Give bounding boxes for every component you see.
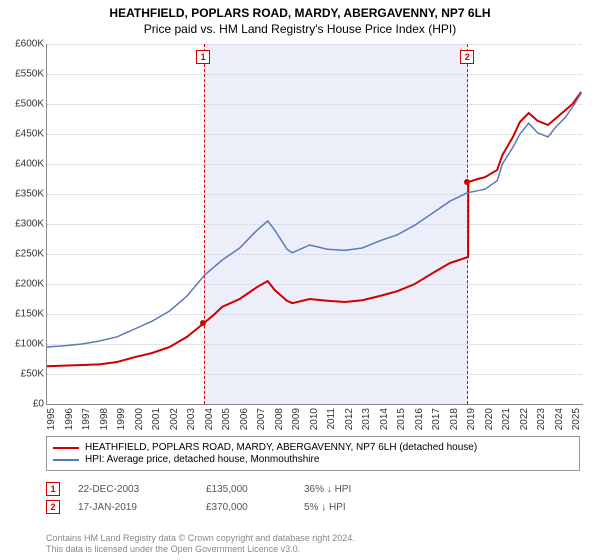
transactions-table: 1 22-DEC-2003 £135,000 36% ↓ HPI 2 17-JAN-201… — [46, 478, 351, 518]
legend-item: HEATHFIELD, POPLARS ROAD, MARDY, ABERGAV… — [53, 442, 573, 453]
plot-area — [46, 44, 583, 405]
legend-label: HPI: Average price, detached house, Monm… — [85, 454, 319, 465]
y-tick-label: £150K — [0, 309, 44, 320]
y-tick-label: £550K — [0, 69, 44, 80]
transaction-delta: 36% ↓ HPI — [304, 484, 351, 495]
y-tick-label: £200K — [0, 279, 44, 290]
marker-dot — [200, 320, 206, 326]
y-tick-label: £400K — [0, 159, 44, 170]
transaction-marker: 2 — [46, 500, 60, 514]
transaction-price: £135,000 — [206, 484, 286, 495]
y-tick-label: £300K — [0, 219, 44, 230]
transaction-date: 17-JAN-2019 — [78, 502, 188, 513]
y-tick-label: £0 — [0, 399, 44, 410]
transaction-row: 1 22-DEC-2003 £135,000 36% ↓ HPI — [46, 482, 351, 496]
legend-swatch — [53, 459, 79, 461]
series-hpi — [47, 93, 581, 347]
series-property — [47, 92, 581, 366]
y-tick-label: £600K — [0, 39, 44, 50]
legend-box: HEATHFIELD, POPLARS ROAD, MARDY, ABERGAV… — [46, 436, 580, 471]
transaction-price: £370,000 — [206, 502, 286, 513]
transaction-delta: 5% ↓ HPI — [304, 502, 346, 513]
chart-container: HEATHFIELD, POPLARS ROAD, MARDY, ABERGAV… — [0, 0, 600, 560]
legend-item: HPI: Average price, detached house, Monm… — [53, 454, 573, 465]
y-tick-label: £50K — [0, 369, 44, 380]
footer-attribution: Contains HM Land Registry data © Crown c… — [46, 533, 355, 556]
marker-dot — [464, 179, 470, 185]
chart-title: HEATHFIELD, POPLARS ROAD, MARDY, ABERGAV… — [0, 0, 600, 20]
legend-label: HEATHFIELD, POPLARS ROAD, MARDY, ABERGAV… — [85, 442, 477, 453]
legend-swatch — [53, 447, 79, 449]
footer-line-2: This data is licensed under the Open Gov… — [46, 544, 355, 556]
chart-subtitle: Price paid vs. HM Land Registry's House … — [0, 20, 600, 36]
transaction-date: 22-DEC-2003 — [78, 484, 188, 495]
y-tick-label: £100K — [0, 339, 44, 350]
y-tick-label: £450K — [0, 129, 44, 140]
transaction-row: 2 17-JAN-2019 £370,000 5% ↓ HPI — [46, 500, 351, 514]
footer-line-1: Contains HM Land Registry data © Crown c… — [46, 533, 355, 545]
line-plot-svg — [47, 44, 583, 404]
marker-label: 1 — [196, 50, 210, 64]
marker-label: 2 — [460, 50, 474, 64]
transaction-marker: 1 — [46, 482, 60, 496]
y-tick-label: £250K — [0, 249, 44, 260]
x-tick-label: 2025 — [571, 408, 600, 430]
y-tick-label: £350K — [0, 189, 44, 200]
y-tick-label: £500K — [0, 99, 44, 110]
